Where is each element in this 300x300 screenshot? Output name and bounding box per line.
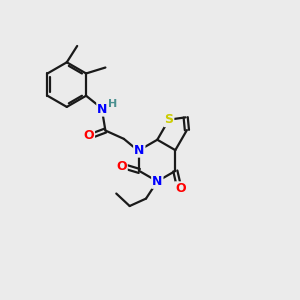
Text: H: H	[108, 99, 118, 109]
Text: O: O	[116, 160, 127, 173]
Text: N: N	[152, 175, 163, 188]
Text: S: S	[164, 113, 173, 126]
Text: N: N	[97, 103, 108, 116]
Text: O: O	[175, 182, 186, 195]
Text: N: N	[134, 144, 145, 157]
Text: O: O	[83, 129, 94, 142]
